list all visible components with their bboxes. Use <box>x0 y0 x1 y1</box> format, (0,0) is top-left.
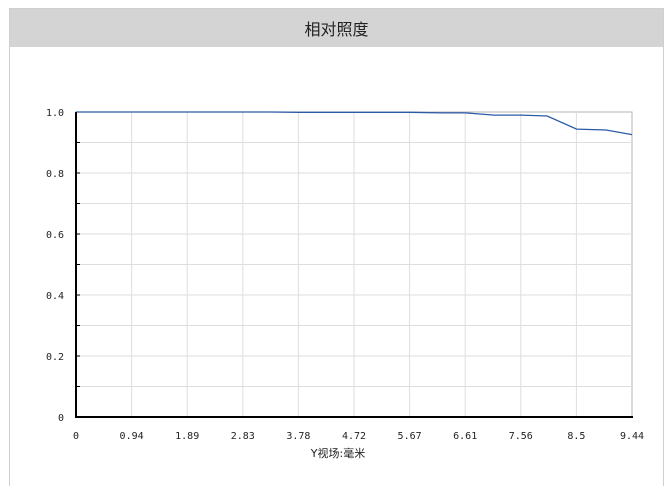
y-tick-label: 0.2 <box>46 352 64 363</box>
x-tick-label: 4.72 <box>342 431 366 442</box>
x-tick-label: 7.56 <box>509 431 533 442</box>
x-tick-label: 6.61 <box>453 431 477 442</box>
x-tick-label: 1.89 <box>175 431 199 442</box>
relative-illumination-line <box>76 111 633 136</box>
gridlines <box>76 112 632 417</box>
x-tick-label: 3.78 <box>286 431 310 442</box>
x-axis-label: Y视场:毫米 <box>310 446 365 460</box>
series-group <box>76 111 633 136</box>
y-tick-label: 0 <box>58 413 64 424</box>
x-tick-label: 0 <box>73 431 79 442</box>
y-tick-label: 0.4 <box>46 291 64 302</box>
x-tick-label: 9.44 <box>620 431 644 442</box>
x-tick-label: 5.67 <box>398 431 422 442</box>
chart-title-bar: 相对照度 <box>10 9 663 47</box>
y-tick-label: 0.8 <box>46 169 64 180</box>
y-tick-label: 0.6 <box>46 230 64 241</box>
tick-labels: 0 0.94 1.89 2.83 3.78 4.72 5.67 6.61 7.56 8.5 9.44… <box>46 108 644 442</box>
x-tick-label: 0.94 <box>120 431 144 442</box>
x-tick-label: 2.83 <box>231 431 255 442</box>
x-tick-label: 8.5 <box>567 431 585 442</box>
chart-title: 相对照度 <box>304 20 369 39</box>
y-tick-label: 1.0 <box>46 108 64 119</box>
